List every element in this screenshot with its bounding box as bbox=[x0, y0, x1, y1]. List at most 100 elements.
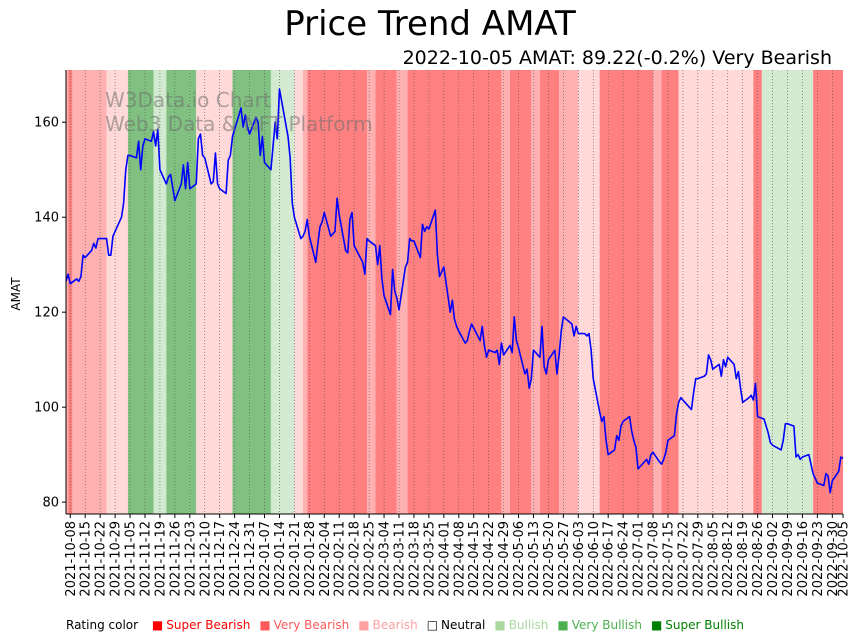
legend-label: Super Bearish bbox=[166, 618, 251, 632]
rating-band-bearish bbox=[66, 70, 69, 514]
rating-band-very-bearish bbox=[661, 70, 679, 514]
legend-swatch: ■ bbox=[650, 618, 663, 632]
legend-label: Very Bullish bbox=[571, 618, 642, 632]
rating-band-neutral bbox=[106, 70, 122, 514]
y-tick-label: 140 bbox=[34, 211, 59, 226]
y-axis-label: AMAT bbox=[9, 277, 23, 311]
gridlines bbox=[69, 70, 833, 514]
x-tick-label: 2021-12-31 bbox=[243, 521, 258, 597]
rating-band-neutral bbox=[121, 70, 128, 514]
rating-band-very-bearish bbox=[407, 70, 502, 514]
rating-band-neutral bbox=[678, 70, 754, 514]
legend-item: ■ Bearish bbox=[358, 617, 417, 633]
x-tick-label: 2021-10-29 bbox=[109, 521, 124, 597]
legend-item: ■ Bullish bbox=[494, 617, 548, 633]
x-tick-label: 2022-08-12 bbox=[721, 521, 736, 597]
chart-subtitle: 2022-10-05 AMAT: 89.22(-0.2%) Very Beari… bbox=[402, 47, 832, 69]
legend-swatch: ■ bbox=[557, 618, 569, 632]
legend-label: Very Bearish bbox=[273, 618, 350, 632]
rating-band-very-bearish bbox=[599, 70, 654, 514]
y-tick-label: 80 bbox=[42, 496, 59, 511]
x-tick-label: 2022-07-22 bbox=[676, 521, 691, 597]
x-tick-label: 2021-11-19 bbox=[153, 521, 168, 597]
x-tick-label: 2022-03-04 bbox=[378, 521, 393, 597]
x-tick-label: 2022-02-11 bbox=[333, 521, 348, 597]
legend-title: Rating color bbox=[66, 618, 139, 632]
rating-band-bearish bbox=[302, 70, 308, 514]
x-tick-label: 2022-05-13 bbox=[527, 521, 542, 597]
x-tick-label: 2022-04-29 bbox=[497, 521, 512, 597]
legend-swatch: ■ bbox=[151, 618, 164, 632]
rating-band-bearish bbox=[501, 70, 510, 514]
x-tick-label: 2022-03-18 bbox=[407, 521, 422, 597]
x-tick-label: 2022-04-15 bbox=[467, 521, 482, 597]
rating-band-bearish bbox=[559, 70, 579, 514]
x-tick-label: 2022-03-11 bbox=[393, 521, 408, 597]
legend-swatch: ■ bbox=[494, 618, 506, 632]
legend-item: ■ Very Bullish bbox=[557, 617, 642, 633]
x-tick-label: 2021-11-05 bbox=[124, 521, 139, 597]
rating-band-bullish bbox=[270, 70, 295, 514]
x-tick-label: 2022-02-25 bbox=[363, 521, 378, 597]
x-tick-label: 2022-07-15 bbox=[661, 521, 676, 597]
x-tick-label: 2021-12-03 bbox=[183, 521, 198, 597]
watermark-line-1: W3Data.io Chart bbox=[105, 88, 271, 112]
rating-bands bbox=[66, 70, 843, 514]
x-tick-label: 2021-12-24 bbox=[228, 521, 243, 597]
x-tick-label: 2022-02-04 bbox=[318, 521, 333, 597]
x-tick-label: 2022-07-08 bbox=[647, 521, 662, 597]
x-tick-label: 2022-01-14 bbox=[273, 521, 288, 597]
legend-swatch: ■ bbox=[259, 618, 271, 632]
legend-swatch: □ bbox=[426, 618, 439, 632]
legend-label: Bearish bbox=[372, 618, 418, 632]
x-tick-label: 2021-11-12 bbox=[138, 521, 153, 597]
x-tick-label: 2022-02-18 bbox=[348, 521, 363, 597]
x-tick-label: 2022-09-16 bbox=[796, 521, 811, 597]
x-tick-label: 2022-07-01 bbox=[632, 521, 647, 597]
x-tick-label: 2022-01-28 bbox=[303, 521, 318, 597]
rating-band-neutral bbox=[578, 70, 600, 514]
x-tick-label: 2022-09-30 bbox=[826, 521, 841, 597]
x-tick-label: 2021-10-08 bbox=[64, 521, 79, 597]
x-tick-label: 2022-01-07 bbox=[258, 521, 273, 597]
x-tick-label: 2022-03-25 bbox=[422, 521, 437, 597]
rating-band-very-bullish bbox=[166, 70, 190, 514]
rating-band-bearish bbox=[72, 70, 107, 514]
x-tick-label: 2022-06-24 bbox=[617, 521, 632, 597]
rating-band-very-bearish bbox=[307, 70, 367, 514]
x-tick-label: 2022-06-10 bbox=[587, 521, 602, 597]
legend-label: Super Bullish bbox=[665, 618, 744, 632]
x-tick-label: 2022-01-21 bbox=[288, 521, 303, 597]
rating-band-very-bearish bbox=[375, 70, 397, 514]
x-tick-label: 2022-04-08 bbox=[452, 521, 467, 597]
y-tick-label: 120 bbox=[34, 306, 59, 321]
legend-label: Bullish bbox=[508, 618, 549, 632]
x-tick-label: 2022-06-03 bbox=[572, 521, 587, 597]
x-tick-label: 2022-09-09 bbox=[781, 521, 796, 597]
x-tick-label: 2022-08-26 bbox=[751, 521, 766, 597]
legend-item: ■ Super Bullish bbox=[651, 617, 744, 633]
legend-item: □ Neutral bbox=[427, 617, 486, 633]
x-tick-label: 2022-09-02 bbox=[766, 521, 781, 597]
legend-swatch: ■ bbox=[358, 618, 370, 632]
rating-band-very-bullish bbox=[189, 70, 197, 514]
legend-item: ■ Very Bearish bbox=[259, 617, 349, 633]
rating-band-bearish bbox=[366, 70, 376, 514]
x-tick-label: 2022-09-23 bbox=[811, 521, 826, 597]
legend-items: ■ Super Bearish ■ Very Bearish ■ Bearish □ Neut… bbox=[152, 618, 753, 632]
rating-band-very-bearish bbox=[510, 70, 532, 514]
price-line bbox=[65, 88, 844, 494]
x-tick-label: 2021-10-22 bbox=[94, 521, 109, 597]
watermark: W3Data.io Chart Web3 Data & NFT Platform bbox=[105, 88, 373, 136]
rating-band-very-bullish bbox=[232, 70, 271, 514]
rating-band-very-bullish bbox=[127, 70, 154, 514]
x-tick-label: 2021-12-17 bbox=[213, 521, 228, 597]
rating-band-neutral bbox=[196, 70, 233, 514]
x-tick-label: 2022-04-22 bbox=[482, 521, 497, 597]
rating-band-neutral bbox=[294, 70, 303, 514]
x-tick-label: 2021-12-10 bbox=[198, 521, 213, 597]
rating-band-very-bearish bbox=[830, 70, 843, 514]
x-tick-label: 2022-05-27 bbox=[557, 521, 572, 597]
x-tick-label: 2022-08-19 bbox=[736, 521, 751, 597]
